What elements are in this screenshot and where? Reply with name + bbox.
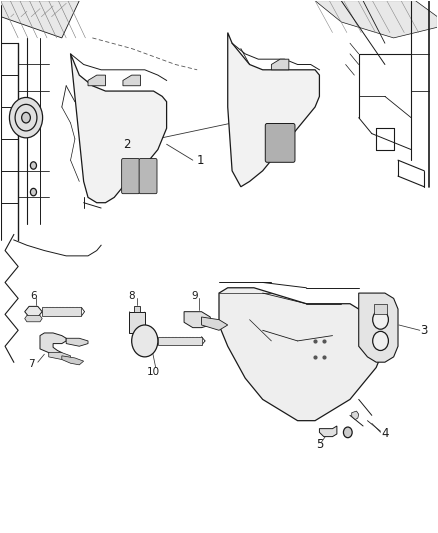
FancyBboxPatch shape	[265, 124, 295, 163]
Polygon shape	[123, 75, 141, 86]
Circle shape	[132, 325, 158, 357]
Bar	[158, 337, 201, 345]
Polygon shape	[272, 59, 289, 70]
Text: 5: 5	[316, 438, 323, 451]
Circle shape	[373, 332, 389, 351]
FancyBboxPatch shape	[122, 159, 140, 193]
Circle shape	[373, 310, 389, 329]
Text: 3: 3	[420, 324, 428, 337]
Text: 10: 10	[147, 367, 160, 377]
Text: 7: 7	[28, 359, 35, 369]
Polygon shape	[25, 316, 42, 322]
Text: 4: 4	[381, 427, 389, 440]
Circle shape	[10, 98, 42, 138]
Text: 1: 1	[197, 154, 205, 167]
Text: 6: 6	[30, 290, 37, 301]
Polygon shape	[1, 1, 79, 38]
Polygon shape	[315, 1, 437, 38]
Bar	[42, 308, 81, 316]
Polygon shape	[352, 411, 359, 419]
Text: 8: 8	[128, 290, 135, 301]
Polygon shape	[374, 304, 387, 314]
Circle shape	[21, 112, 30, 123]
Polygon shape	[201, 317, 228, 330]
Polygon shape	[319, 426, 337, 437]
Polygon shape	[228, 33, 319, 187]
Circle shape	[30, 188, 36, 196]
Circle shape	[30, 162, 36, 169]
Polygon shape	[219, 288, 381, 421]
Text: 2: 2	[123, 138, 131, 151]
Polygon shape	[88, 75, 106, 86]
Polygon shape	[25, 306, 42, 317]
FancyBboxPatch shape	[139, 159, 157, 193]
Polygon shape	[130, 312, 145, 333]
Polygon shape	[40, 333, 66, 356]
Circle shape	[343, 427, 352, 438]
Polygon shape	[359, 293, 398, 362]
Polygon shape	[49, 353, 71, 360]
Text: 9: 9	[192, 290, 198, 301]
Polygon shape	[134, 306, 141, 312]
Polygon shape	[62, 356, 84, 365]
Polygon shape	[66, 338, 88, 346]
Polygon shape	[184, 312, 210, 328]
Polygon shape	[71, 54, 166, 203]
